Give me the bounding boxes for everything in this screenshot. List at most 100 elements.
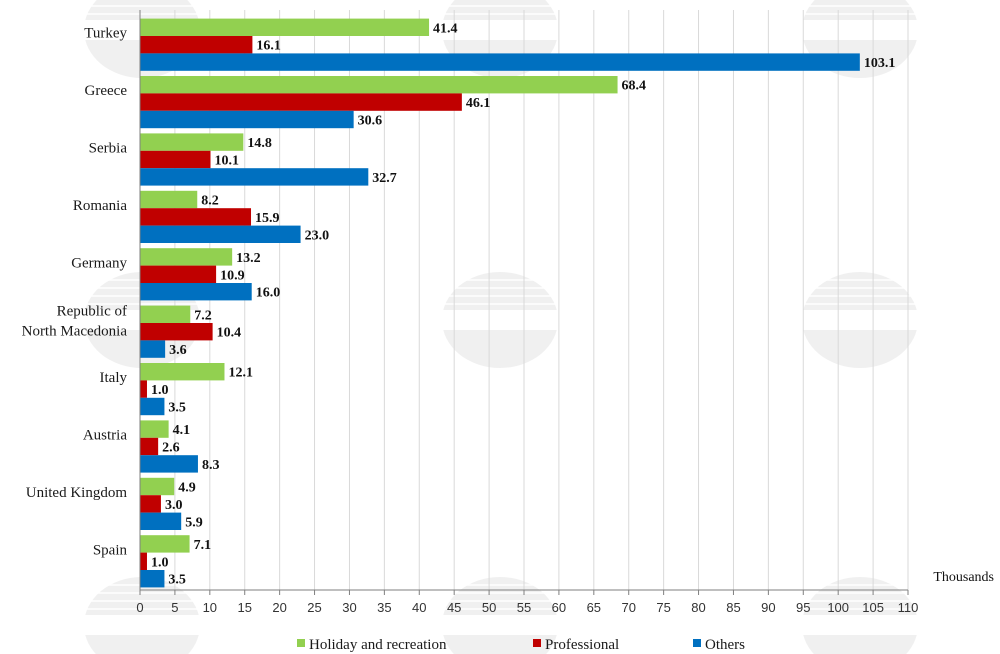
legend-item: Holiday and recreation bbox=[297, 637, 447, 653]
data-label: 4.9 bbox=[178, 481, 196, 496]
data-label: 13.2 bbox=[236, 251, 261, 266]
x-tick-label: 5 bbox=[171, 600, 178, 615]
data-label: 3.0 bbox=[165, 498, 183, 513]
data-label: 10.1 bbox=[215, 154, 240, 169]
data-label: 5.9 bbox=[185, 515, 203, 530]
bar bbox=[140, 133, 244, 151]
x-tick-label: 85 bbox=[726, 600, 740, 615]
x-tick-label: 65 bbox=[587, 600, 601, 615]
data-label: 12.1 bbox=[228, 366, 253, 381]
bar bbox=[140, 420, 169, 438]
bar bbox=[140, 397, 165, 416]
legend: Holiday and recreation Professional Others bbox=[297, 637, 745, 653]
category-label-line: North Macedonia bbox=[22, 324, 128, 340]
data-label: 103.1 bbox=[864, 56, 896, 71]
x-tick-label: 90 bbox=[761, 600, 775, 615]
bar bbox=[140, 477, 175, 496]
legend-swatch bbox=[693, 639, 701, 647]
category-label: Greece bbox=[85, 83, 128, 99]
x-tick-label: 40 bbox=[412, 600, 426, 615]
category-label: Republic of North Macedonia bbox=[22, 304, 128, 340]
bar bbox=[140, 380, 147, 398]
bar bbox=[140, 53, 860, 71]
bar bbox=[140, 110, 354, 129]
legend-item: Professional bbox=[533, 637, 619, 653]
x-tick-label: 80 bbox=[691, 600, 705, 615]
data-label: 10.9 bbox=[220, 268, 245, 283]
watermark-logo bbox=[436, 577, 564, 654]
watermark-logo bbox=[78, 577, 206, 654]
bar bbox=[140, 305, 191, 323]
data-label: 1.0 bbox=[151, 555, 169, 570]
legend-item: Others bbox=[693, 637, 745, 653]
x-tick-label: 75 bbox=[656, 600, 670, 615]
category-label-line: Republic of bbox=[57, 304, 127, 320]
bar bbox=[140, 552, 147, 570]
category-label: Serbia bbox=[89, 141, 128, 157]
category-labels: Turkey Greece Serbia Romania Germany Republic… bbox=[22, 26, 128, 559]
x-tick-label: 10 bbox=[203, 600, 217, 615]
bars bbox=[140, 18, 860, 588]
bar bbox=[140, 283, 252, 301]
data-label: 23.0 bbox=[305, 228, 330, 243]
watermark-logo bbox=[436, 272, 564, 368]
x-tick-label: 105 bbox=[862, 600, 884, 615]
bar bbox=[140, 495, 161, 513]
watermark-logo bbox=[796, 272, 924, 368]
data-label: 1.0 bbox=[151, 383, 169, 398]
legend-label: Others bbox=[705, 637, 745, 653]
bar bbox=[140, 225, 301, 243]
category-label: Italy bbox=[100, 370, 128, 386]
data-label: 30.6 bbox=[358, 114, 383, 129]
x-tick-label: 55 bbox=[517, 600, 531, 615]
bar bbox=[140, 363, 225, 381]
bar bbox=[140, 190, 198, 209]
data-label: 68.4 bbox=[622, 79, 647, 94]
data-label: 14.8 bbox=[247, 136, 272, 151]
bar bbox=[140, 18, 430, 36]
legend-swatch bbox=[297, 639, 305, 647]
data-label: 16.0 bbox=[256, 286, 281, 301]
bar bbox=[140, 248, 233, 266]
data-label: 7.2 bbox=[194, 308, 212, 323]
x-tick-label: 95 bbox=[796, 600, 810, 615]
data-label: 16.1 bbox=[256, 39, 281, 54]
x-tick-label: 25 bbox=[307, 600, 321, 615]
data-label: 41.4 bbox=[433, 21, 458, 36]
bar bbox=[140, 208, 252, 226]
x-tick-label: 70 bbox=[621, 600, 635, 615]
legend-label: Professional bbox=[545, 637, 619, 653]
data-label: 7.1 bbox=[194, 538, 212, 553]
bar bbox=[140, 512, 182, 530]
data-label: 2.6 bbox=[162, 441, 180, 456]
x-axis: 0 5 10 15 20 25 30 35 40 45 50 55 60 65 70 75 80 85 90 95 10… bbox=[136, 10, 918, 615]
bar bbox=[140, 36, 253, 54]
data-label: 10.4 bbox=[217, 326, 242, 341]
x-tick-label: 110 bbox=[898, 600, 919, 615]
data-label: 8.2 bbox=[201, 194, 219, 209]
x-tick-label: 45 bbox=[447, 600, 461, 615]
category-label: Spain bbox=[93, 542, 128, 558]
data-label: 3.6 bbox=[169, 343, 187, 358]
x-tick-label: 35 bbox=[377, 600, 391, 615]
x-tick-label: 20 bbox=[272, 600, 286, 615]
category-label: United Kingdom bbox=[26, 485, 128, 501]
bar bbox=[140, 168, 369, 186]
legend-label: Holiday and recreation bbox=[309, 637, 447, 653]
data-label: 3.5 bbox=[168, 573, 186, 588]
x-tick-label: 30 bbox=[342, 600, 356, 615]
x-tick-label: 0 bbox=[136, 600, 143, 615]
watermark-logo bbox=[796, 577, 924, 654]
bar bbox=[140, 340, 166, 358]
value-labels: 41.4 16.1 103.1 68.4 46.1 30.6 14.8 10.1 32.7 8.2… bbox=[151, 21, 895, 587]
category-label: Turkey bbox=[84, 26, 127, 42]
legend-swatch bbox=[533, 639, 541, 647]
data-label: 15.9 bbox=[255, 211, 280, 226]
x-tick-label: 50 bbox=[482, 600, 496, 615]
data-label: 46.1 bbox=[466, 96, 491, 111]
category-label: Romania bbox=[73, 198, 127, 214]
bar bbox=[140, 265, 217, 283]
data-label: 3.5 bbox=[168, 401, 186, 416]
bar bbox=[140, 323, 213, 341]
